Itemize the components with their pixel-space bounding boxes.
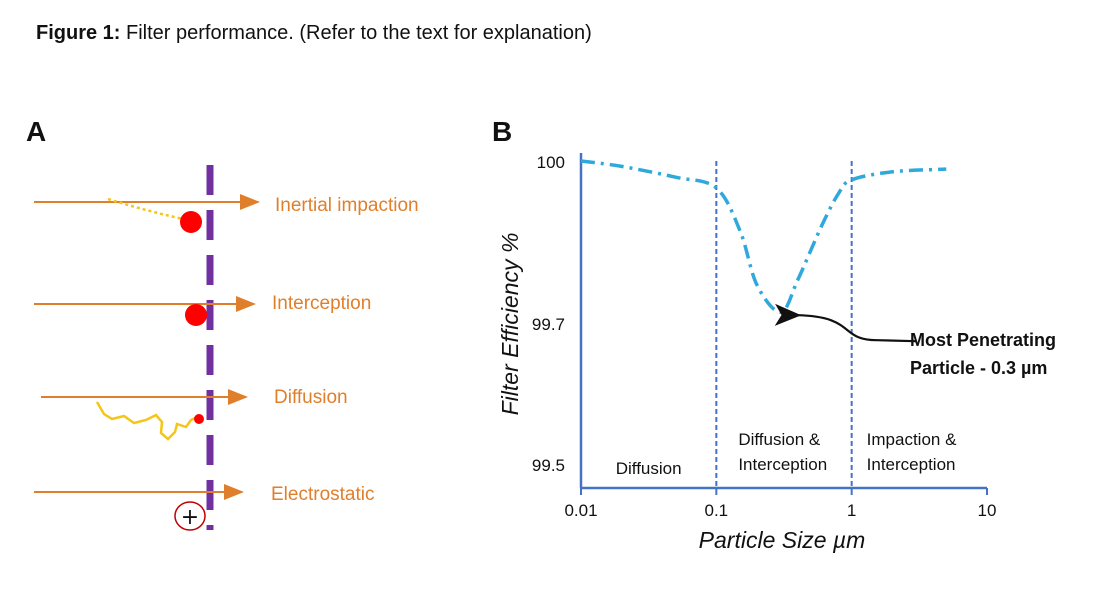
y-axis-title: Filter Efficiency % [497,233,523,416]
particle-path-impaction [107,197,189,222]
region-label: Interception [867,455,956,474]
region-label: Diffusion [616,459,682,478]
panel-a-letter: A [26,116,47,147]
x-tick-label: 0.1 [705,501,729,520]
efficiency-series-line [580,159,947,314]
mechanism-label-diffusion: Diffusion [274,387,348,408]
y-tick-label: 100 [537,153,565,172]
particle-path-diffusion [95,401,198,441]
figure-caption: Figure 1: Filter performance. (Refer to … [36,22,592,45]
x-axis-title: Particle Size µm [699,527,866,553]
annotation-label: Most Penetrating [910,330,1056,350]
mechanism-label-interception: Interception [272,293,371,314]
particle-interception [185,304,207,326]
particle-impaction [180,211,202,233]
caption-label: Figure 1: [36,22,121,44]
x-tick-label: 0.01 [564,501,597,520]
annotation-arrow [774,303,916,343]
panel-b-letter: B [492,116,513,147]
plus-charge-icon: + [181,505,199,530]
y-tick-label: 99.5 [532,456,565,475]
particle-diffusion [194,414,204,424]
x-tick-label: 1 [847,501,856,520]
mechanism-label-electrostatic: Electrostatic [271,484,374,505]
region-label: Impaction & [867,430,957,449]
mechanism-label-impaction: Inertial impaction [275,195,419,216]
y-tick-label: 99.7 [532,315,565,334]
x-tick-label: 10 [978,501,997,520]
annotation-label: Particle - 0.3 µm [910,358,1047,378]
region-label: Interception [738,455,827,474]
charged-particle [174,501,206,531]
region-label: Diffusion & [738,430,821,449]
caption-text: Filter performance. (Refer to the text f… [120,22,592,44]
